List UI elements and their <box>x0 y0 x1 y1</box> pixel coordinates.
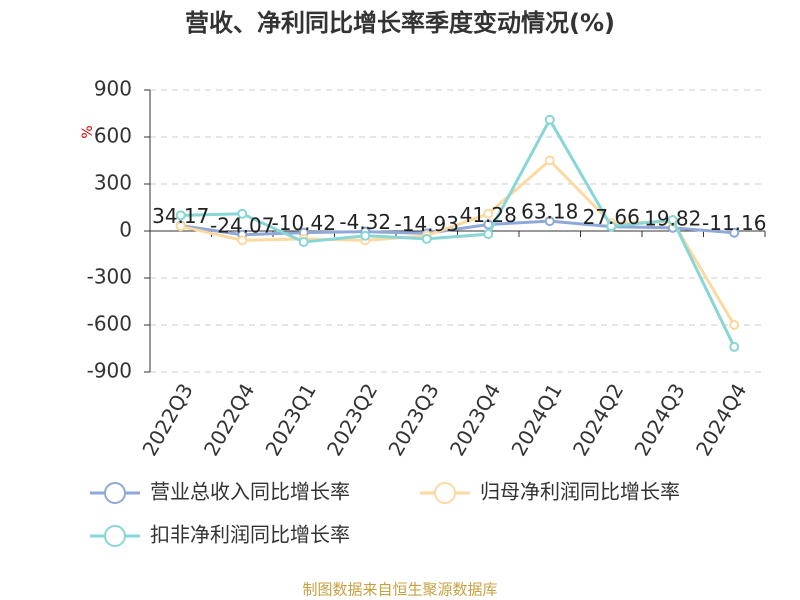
x-tick-label: 2023Q3 <box>383 379 443 460</box>
chart-title: 营收、净利同比增长率季度变动情况(%) <box>185 9 615 37</box>
data-point <box>421 233 432 244</box>
y-tick-label: 600 <box>94 124 132 148</box>
data-point <box>483 208 494 219</box>
x-tick-label: 2022Q4 <box>199 379 259 460</box>
x-tick-label: 2024Q1 <box>506 379 566 460</box>
data-point <box>544 114 555 125</box>
legend-label: 扣非净利润同比增长率 <box>150 523 350 547</box>
source-note: 制图数据来自恒生聚源数据库 <box>302 581 497 599</box>
y-tick-label: 300 <box>94 171 132 195</box>
data-label: 34.17 <box>152 204 209 228</box>
data-point <box>729 227 740 238</box>
data-label: 41.28 <box>460 203 517 227</box>
data-point <box>175 210 186 221</box>
legend-marker <box>434 482 456 504</box>
data-point <box>237 208 248 219</box>
data-label: 27.66 <box>583 205 640 229</box>
data-label: -14.93 <box>395 212 459 236</box>
legend-label: 营业总收入同比增长率 <box>150 480 350 504</box>
data-label: -24.07 <box>210 213 274 237</box>
data-label: -4.32 <box>339 210 391 234</box>
legend-label: 归母净利润同比增长率 <box>480 480 680 504</box>
legend-marker <box>104 525 126 547</box>
data-point <box>729 320 740 330</box>
x-tick-label: 2024Q4 <box>691 379 751 460</box>
y-tick-label: -900 <box>87 359 132 383</box>
x-tick-label: 2024Q3 <box>629 379 689 460</box>
y-tick-label: -300 <box>87 265 132 289</box>
data-label: 63.18 <box>521 200 578 224</box>
data-point <box>606 221 617 232</box>
series-line <box>180 219 735 237</box>
data-point <box>360 230 371 241</box>
data-point <box>237 235 248 246</box>
data-point <box>544 155 555 166</box>
y-tick-label: 900 <box>94 77 132 101</box>
series-line <box>180 158 736 326</box>
legend-marker <box>104 482 126 504</box>
y-tick-label: -600 <box>87 312 132 336</box>
x-tick-label: 2023Q1 <box>260 379 320 460</box>
data-point <box>667 215 678 226</box>
y-tick-label: 0 <box>119 218 132 242</box>
x-tick-label: 2022Q3 <box>137 379 197 460</box>
series-line <box>180 116 736 348</box>
data-point <box>729 341 740 352</box>
data-point <box>175 221 186 232</box>
data-label: -11.16 <box>702 211 766 235</box>
data-point <box>483 229 494 240</box>
x-tick-label: 2023Q2 <box>322 379 382 460</box>
data-point <box>298 236 309 247</box>
data-label: -10.42 <box>272 211 336 235</box>
data-point <box>544 216 555 227</box>
x-tick-label: 2023Q4 <box>445 379 505 460</box>
y-axis-label: % <box>80 125 96 138</box>
data-label: 19.82 <box>644 206 701 230</box>
x-tick-label: 2024Q2 <box>568 379 628 460</box>
